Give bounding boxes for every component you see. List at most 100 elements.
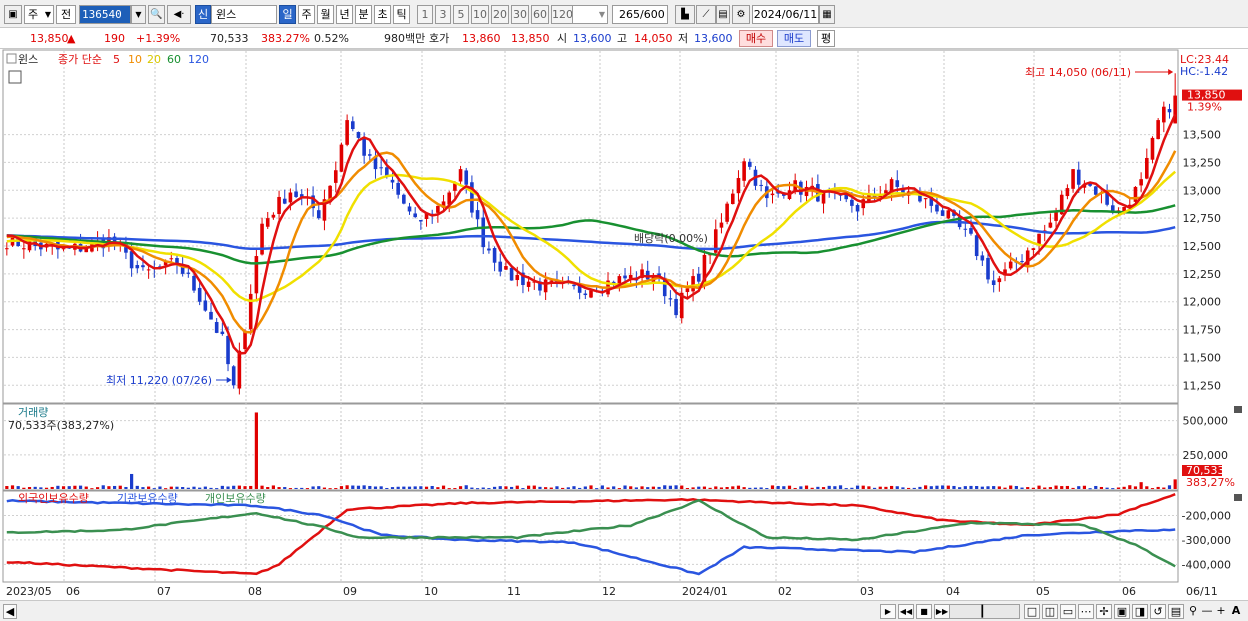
- volume-bar: [339, 486, 344, 489]
- reset-icon[interactable]: ↺: [1150, 604, 1166, 619]
- blank-select[interactable]: ▼: [568, 5, 608, 24]
- capture-icon[interactable]: ◨: [1132, 604, 1148, 619]
- candle-body: [5, 248, 9, 250]
- calendar-icon[interactable]: ▦: [819, 5, 835, 24]
- period-type-select[interactable]: 주 ▼: [24, 5, 54, 24]
- draw-line-icon[interactable]: ⟋: [696, 5, 716, 24]
- chart-tools-icon[interactable]: ▙: [675, 5, 695, 24]
- layout-one-icon[interactable]: □: [1024, 604, 1040, 619]
- magnify-icon[interactable]: ⚲: [1188, 604, 1198, 617]
- minute-20-button[interactable]: 20: [491, 5, 509, 24]
- volume-bar: [714, 486, 718, 489]
- volume-badge-pct: 383,27%: [1186, 476, 1235, 489]
- indicator-icon[interactable]: ⋯: [1078, 604, 1094, 619]
- volume-bar: [941, 485, 945, 489]
- volume-bar: [918, 486, 922, 489]
- zoom-slider[interactable]: ┃: [948, 604, 1020, 619]
- slider-handle-icon[interactable]: ┃: [979, 605, 986, 618]
- interval-5-button[interactable]: 초: [374, 5, 391, 24]
- candle-body: [1133, 186, 1138, 202]
- minute-10-button[interactable]: 10: [471, 5, 489, 24]
- volume-bar: [390, 487, 395, 489]
- compare-icon[interactable]: ▣: [1114, 604, 1130, 619]
- layout-icon[interactable]: ▣: [4, 5, 22, 24]
- save-icon[interactable]: ▤: [716, 5, 730, 24]
- nav-0-button[interactable]: ▶: [880, 604, 896, 619]
- volume-pane-close-icon[interactable]: [1234, 494, 1242, 501]
- zoom-in-button[interactable]: +: [1216, 604, 1226, 617]
- nav-1-button[interactable]: ◀◀: [898, 604, 914, 619]
- prev-button[interactable]: 전: [56, 5, 76, 24]
- minute-3-button[interactable]: 3: [435, 5, 451, 24]
- volume-bar: [1145, 486, 1149, 489]
- minute-120-button[interactable]: 120: [551, 5, 573, 24]
- buy-button[interactable]: 매수: [739, 30, 773, 47]
- candle-body: [532, 281, 537, 283]
- candle-body: [1082, 184, 1087, 188]
- volume-bar: [90, 488, 94, 490]
- print-icon[interactable]: ▤: [1168, 604, 1184, 619]
- gear-icon[interactable]: ⚙: [732, 5, 750, 24]
- last-price-text: 13,850: [1187, 89, 1226, 102]
- stock-code-input[interactable]: 136540: [79, 5, 131, 24]
- volume-bar: [436, 487, 440, 489]
- low-annotation: 최저 11,220 (07/26): [106, 374, 212, 387]
- candle-body: [696, 273, 701, 282]
- price-pane-close-icon[interactable]: [1234, 406, 1242, 413]
- candle-body: [725, 203, 729, 222]
- zoom-out-button[interactable]: —: [1201, 604, 1213, 617]
- volume-bar: [759, 487, 763, 489]
- candle-body: [946, 210, 951, 219]
- count-field[interactable]: 265/600: [612, 5, 668, 24]
- layout-three-icon[interactable]: ▭: [1060, 604, 1076, 619]
- sell-button[interactable]: 매도: [777, 30, 811, 47]
- candle-body: [214, 322, 219, 333]
- scroll-left-icon[interactable]: ◀: [3, 604, 17, 619]
- date-input[interactable]: 2024/06/11: [752, 5, 819, 24]
- candle-body: [254, 256, 259, 294]
- stock-name-field[interactable]: 윈스: [211, 5, 277, 24]
- table-toggle-icon[interactable]: [8, 70, 22, 84]
- volume-bar: [855, 485, 860, 489]
- volume-bar: [232, 485, 236, 489]
- eval-button[interactable]: 평: [817, 30, 835, 47]
- volume-bar: [158, 486, 162, 489]
- candle-body: [169, 258, 174, 260]
- candle-body: [294, 191, 298, 197]
- volume-bar: [220, 485, 224, 489]
- interval-0-button[interactable]: 일: [279, 5, 296, 24]
- candle-body: [231, 366, 236, 386]
- search-icon[interactable]: 🔍: [148, 5, 165, 24]
- interval-6-button[interactable]: 틱: [393, 5, 410, 24]
- volume-bar: [646, 487, 650, 489]
- minute-30-button[interactable]: 30: [511, 5, 529, 24]
- volume-bar: [10, 485, 15, 489]
- interval-3-button[interactable]: 년: [336, 5, 353, 24]
- volume-bar: [844, 488, 848, 490]
- crosshair-icon[interactable]: ✢: [1096, 604, 1112, 619]
- volume-tick-label: 500,000: [1183, 415, 1229, 428]
- nav-2-button[interactable]: ■: [916, 604, 932, 619]
- volume-value: 70,533: [210, 32, 249, 45]
- holdings-tick-label: -300,000: [1182, 534, 1231, 547]
- candle-body: [889, 179, 894, 193]
- font-size-button[interactable]: A: [1231, 604, 1241, 617]
- minute-5-button[interactable]: 5: [453, 5, 469, 24]
- volume-bar: [283, 487, 287, 489]
- minute-1-button[interactable]: 1: [417, 5, 433, 24]
- code-dropdown-icon[interactable]: ▼: [131, 5, 146, 24]
- volume-bar: [708, 487, 712, 489]
- candle-body: [419, 220, 423, 222]
- candle-body: [1088, 183, 1092, 186]
- layout-two-icon[interactable]: ◫: [1042, 604, 1058, 619]
- settings-small-icon[interactable]: [6, 53, 17, 64]
- interval-4-button[interactable]: 분: [355, 5, 372, 24]
- interval-2-button[interactable]: 월: [317, 5, 334, 24]
- speaker-icon[interactable]: ◀·: [167, 5, 191, 24]
- interval-1-button[interactable]: 주: [298, 5, 315, 24]
- minute-60-button[interactable]: 60: [531, 5, 549, 24]
- nav-3-button[interactable]: ▶▶: [934, 604, 950, 619]
- high-label: 고: [617, 32, 628, 45]
- volume-bar: [850, 487, 854, 489]
